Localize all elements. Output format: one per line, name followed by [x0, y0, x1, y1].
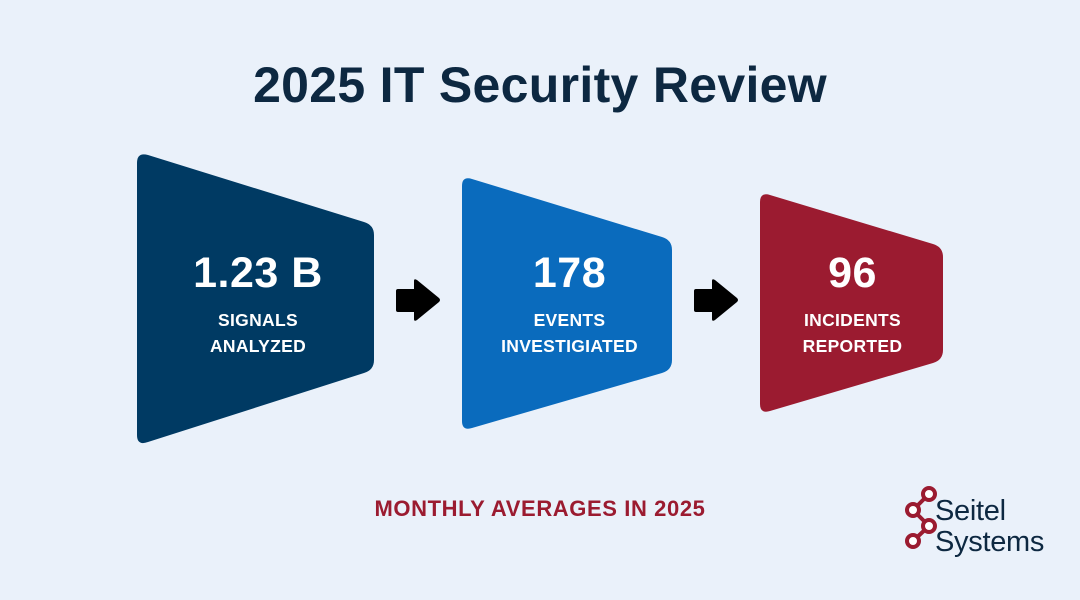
stage-label-line2: INVESTIGIATED [501, 336, 638, 356]
logo-wordmark: Seitel Systems [935, 496, 1044, 558]
stage-label-line2: ANALYZED [209, 336, 307, 356]
stage-shape-signals [137, 154, 374, 444]
stage-incidents: 96 INCIDENTS REPORTED [760, 249, 945, 359]
footer-subtitle: MONTHLY AVERAGES IN 2025 [374, 496, 706, 521]
stage-signals: 1.23 B SIGNALS ANALYZED [137, 249, 379, 359]
arrow-right-icon [694, 279, 738, 321]
stage-label-line1: INCIDENTS [803, 310, 901, 330]
logo-nodes-icon [905, 486, 937, 549]
page-title: 2025 IT Security Review [253, 57, 827, 113]
stage-value: 1.23 B [193, 249, 323, 297]
stage-shape-events [462, 178, 672, 429]
logo-line1: Seitel [935, 495, 1006, 527]
stage-label: SIGNALS ANALYZED [137, 307, 379, 359]
stage-label: EVENTS INVESTIGIATED [462, 307, 677, 359]
stage-label: INCIDENTS REPORTED [760, 307, 945, 359]
stage-value: 178 [532, 249, 607, 297]
stage-shape-incidents [760, 194, 943, 412]
logo-line2: Systems [935, 526, 1045, 558]
stage-label-line2: REPORTED [802, 336, 903, 356]
stage-label-line1: SIGNALS [218, 310, 298, 330]
arrow-right-icon [396, 279, 440, 321]
stage-events: 178 EVENTS INVESTIGIATED [462, 249, 677, 359]
company-logo: Seitel Systems [900, 484, 1050, 568]
stage-label-line1: EVENTS [533, 310, 606, 330]
stage-value: 96 [828, 249, 877, 297]
